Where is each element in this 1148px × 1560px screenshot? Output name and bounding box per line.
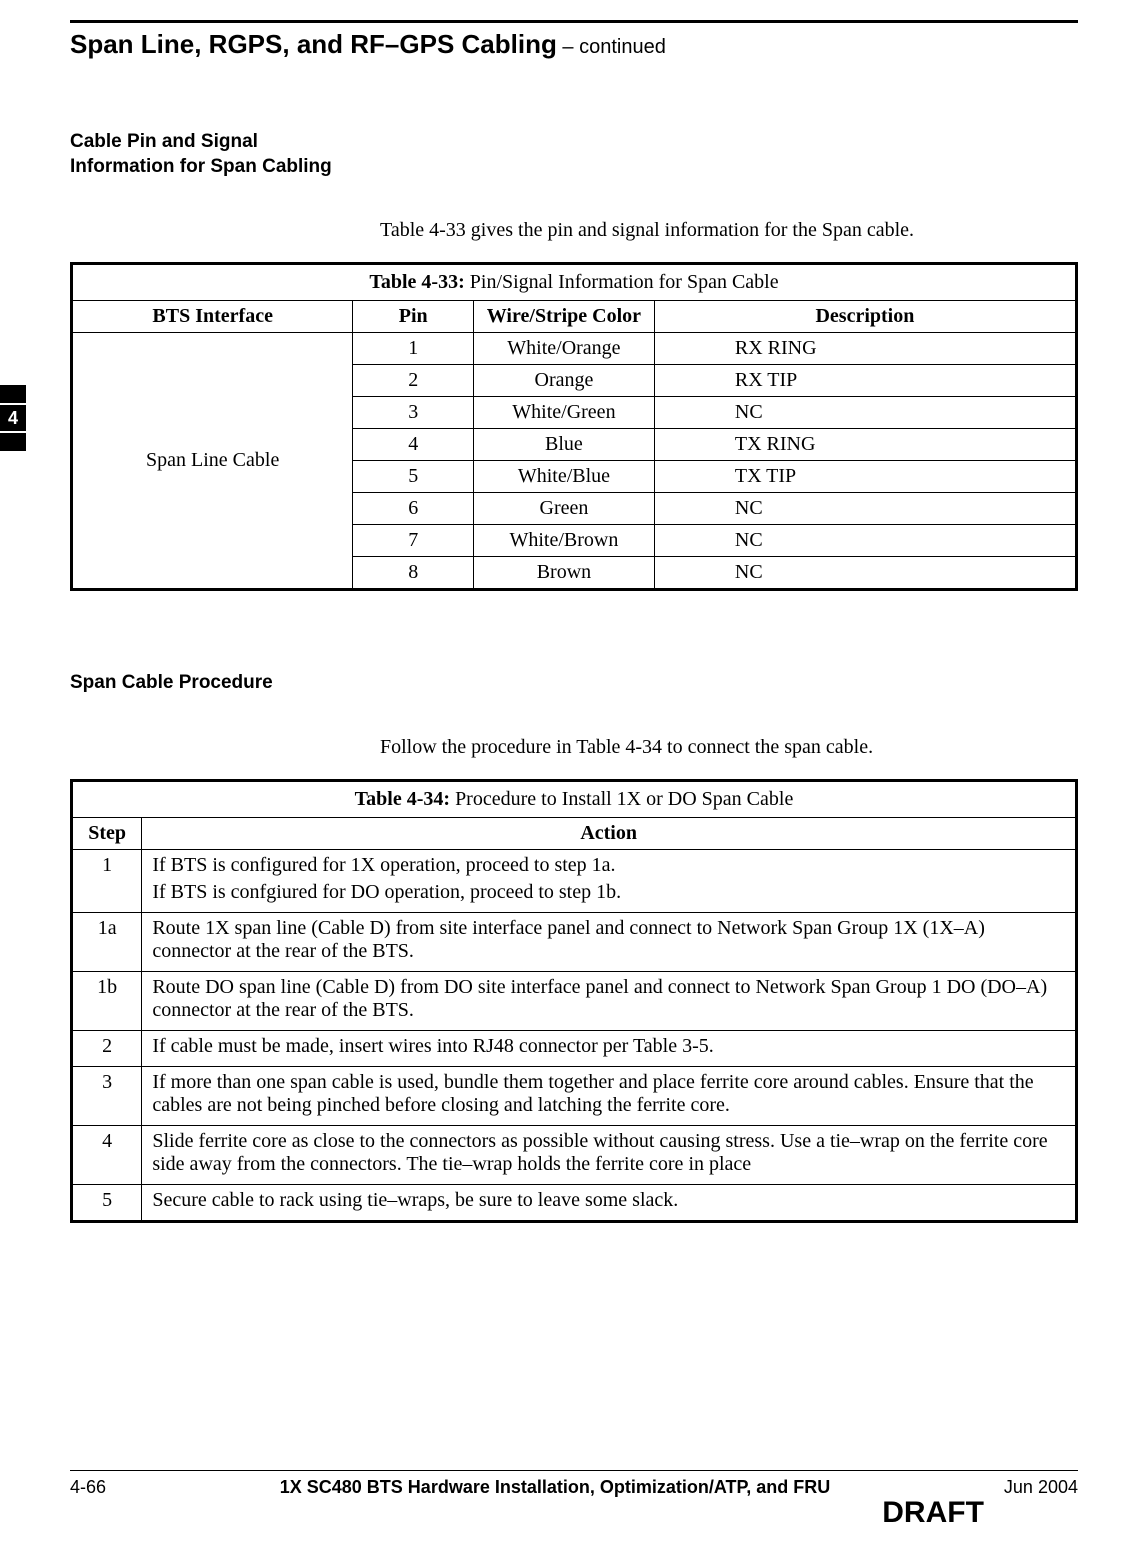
table-row: 2 If cable must be made, insert wires int… — [72, 1031, 1077, 1067]
table33-intro: Table 4-33 gives the pin and signal info… — [380, 219, 1078, 242]
table33-desc: TX TIP — [654, 461, 1076, 493]
running-head-title: Span Line, RGPS, and RF–GPS Cabling — [70, 29, 557, 59]
table33-caption-row: Table 4-33: Pin/Signal Information for S… — [72, 264, 1077, 301]
table33-desc: RX TIP — [654, 365, 1076, 397]
table33-caption-cell: Table 4-33: Pin/Signal Information for S… — [72, 264, 1077, 301]
section-title-cable-pin: Cable Pin and Signal Information for Spa… — [70, 130, 1078, 179]
table33-desc: RX RING — [654, 333, 1076, 365]
table34-action-line: Route DO span line (Cable D) from DO sit… — [152, 976, 1065, 1022]
table33-pin: 8 — [353, 557, 474, 590]
table33-header-desc: Description — [654, 301, 1076, 333]
table34-action: Secure cable to rack using tie–wraps, be… — [142, 1185, 1077, 1222]
table33-color: Orange — [473, 365, 654, 397]
table-row: 1bRoute DO span line (Cable D) from DO s… — [72, 972, 1077, 1031]
table-row: 3If more than one span cable is used, bu… — [72, 1067, 1077, 1126]
table33-color: Brown — [473, 557, 654, 590]
footer-doc-title: 1X SC480 BTS Hardware Installation, Opti… — [106, 1477, 1004, 1498]
table33-pin: 3 — [353, 397, 474, 429]
running-head: Span Line, RGPS, and RF–GPS Cabling – co… — [70, 20, 1078, 60]
table34-action-line: Secure cable to rack using tie–wraps, be… — [152, 1189, 1065, 1212]
table33-header-row: BTS Interface Pin Wire/Stripe Color Desc… — [72, 301, 1077, 333]
table34-header-row: Step Action — [72, 818, 1077, 850]
table33-pin: 2 — [353, 365, 474, 397]
table33-interface-cell: Span Line Cable — [72, 333, 353, 590]
table34-action-line: If more than one span cable is used, bun… — [152, 1071, 1065, 1117]
table33-color: White/Green — [473, 397, 654, 429]
table34-step: 1 — [72, 850, 142, 913]
table34-step: 1b — [72, 972, 142, 1031]
table34-step: 3 — [72, 1067, 142, 1126]
table33-pin: 6 — [353, 493, 474, 525]
table34-action-line: If BTS is confgiured for DO operation, p… — [152, 881, 1065, 904]
footer-draft: DRAFT — [106, 1496, 1004, 1530]
table34-step: 4 — [72, 1126, 142, 1185]
table-4-33: Table 4-33: Pin/Signal Information for S… — [70, 262, 1078, 591]
table-row: 1 If BTS is configured for 1X operation, … — [72, 850, 1077, 913]
tab-number: 4 — [0, 405, 26, 431]
tab-block-top — [0, 385, 26, 403]
table34-action: Slide ferrite core as close to the conne… — [142, 1126, 1077, 1185]
table34-action-line: Route 1X span line (Cable D) from site i… — [152, 917, 1065, 963]
table33-label: Table 4-33: — [369, 271, 464, 293]
table33-pin: 7 — [353, 525, 474, 557]
table-4-34: Table 4-34: Procedure to Install 1X or D… — [70, 779, 1078, 1223]
table33-header-pin: Pin — [353, 301, 474, 333]
footer-center: 1X SC480 BTS Hardware Installation, Opti… — [106, 1477, 1004, 1530]
table33-pin: 1 — [353, 333, 474, 365]
table34-step: 5 — [72, 1185, 142, 1222]
table34-action-line: Slide ferrite core as close to the conne… — [152, 1130, 1065, 1176]
table33-color: White/Orange — [473, 333, 654, 365]
table34-action: If BTS is configured for 1X operation, p… — [142, 850, 1077, 913]
table34-action: Route 1X span line (Cable D) from site i… — [142, 913, 1077, 972]
table33-color: White/Blue — [473, 461, 654, 493]
page-footer: 4-66 1X SC480 BTS Hardware Installation,… — [70, 1470, 1078, 1530]
table34-action: If more than one span cable is used, bun… — [142, 1067, 1077, 1126]
table33-desc: NC — [654, 397, 1076, 429]
table33-color: Blue — [473, 429, 654, 461]
tab-block-bottom — [0, 433, 26, 451]
table-row: Span Line Cable1White/OrangeRX RING — [72, 333, 1077, 365]
table34-step: 2 — [72, 1031, 142, 1067]
table33-desc: NC — [654, 493, 1076, 525]
footer-date: Jun 2004 — [1004, 1477, 1078, 1498]
section-title-span-cable-procedure: Span Cable Procedure — [70, 671, 1078, 696]
table34-step: 1a — [72, 913, 142, 972]
table-row: 5 Secure cable to rack using tie–wraps, b… — [72, 1185, 1077, 1222]
table34-label: Table 4-34: — [355, 788, 450, 810]
footer-page-number: 4-66 — [70, 1477, 106, 1498]
table-row: 4Slide ferrite core as close to the conn… — [72, 1126, 1077, 1185]
table34-caption-cell: Table 4-34: Procedure to Install 1X or D… — [72, 781, 1077, 818]
table33-color: Green — [473, 493, 654, 525]
table33-desc: TX RING — [654, 429, 1076, 461]
table34-caption: Procedure to Install 1X or DO Span Cable — [450, 788, 793, 810]
table34-action: If cable must be made, insert wires into… — [142, 1031, 1077, 1067]
running-head-continued: – continued — [557, 36, 666, 58]
table33-pin: 4 — [353, 429, 474, 461]
table33-desc: NC — [654, 557, 1076, 590]
section-title-line2: Information for Span Cabling — [70, 156, 332, 177]
table34-action: Route DO span line (Cable D) from DO sit… — [142, 972, 1077, 1031]
section-title-line1: Cable Pin and Signal — [70, 131, 258, 152]
table34-caption-row: Table 4-34: Procedure to Install 1X or D… — [72, 781, 1077, 818]
table33-caption: Pin/Signal Information for Span Cable — [465, 271, 779, 293]
table34-action-line: If BTS is configured for 1X operation, p… — [152, 854, 1065, 877]
table33-desc: NC — [654, 525, 1076, 557]
table34-intro: Follow the procedure in Table 4-34 to co… — [380, 736, 1078, 759]
table-row: 1aRoute 1X span line (Cable D) from site… — [72, 913, 1077, 972]
table33-color: White/Brown — [473, 525, 654, 557]
table33-header-iface: BTS Interface — [72, 301, 353, 333]
table34-header-step: Step — [72, 818, 142, 850]
table33-header-color: Wire/Stripe Color — [473, 301, 654, 333]
chapter-tab-marker: 4 — [0, 385, 26, 451]
table34-action-line: If cable must be made, insert wires into… — [152, 1035, 1065, 1058]
table34-header-action: Action — [142, 818, 1077, 850]
table33-pin: 5 — [353, 461, 474, 493]
